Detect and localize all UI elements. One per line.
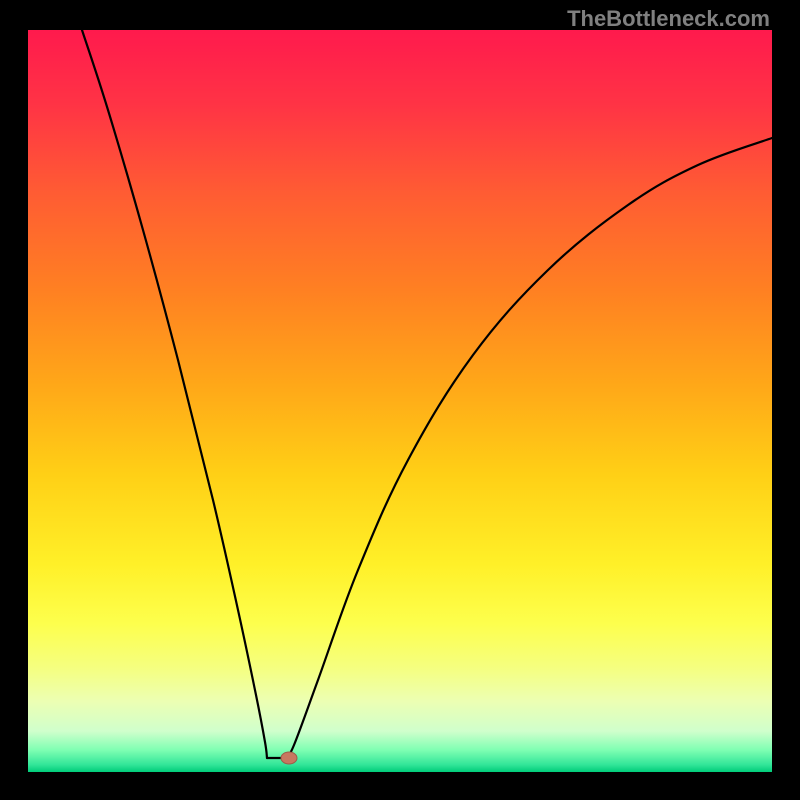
plot-area: [28, 30, 772, 772]
watermark-text: TheBottleneck.com: [567, 6, 770, 32]
chart-container: TheBottleneck.com: [0, 0, 800, 800]
bottleneck-marker: [281, 752, 297, 764]
curve-right-branch: [286, 138, 772, 758]
curve-left-branch: [82, 30, 267, 758]
curve-overlay: [28, 30, 772, 772]
